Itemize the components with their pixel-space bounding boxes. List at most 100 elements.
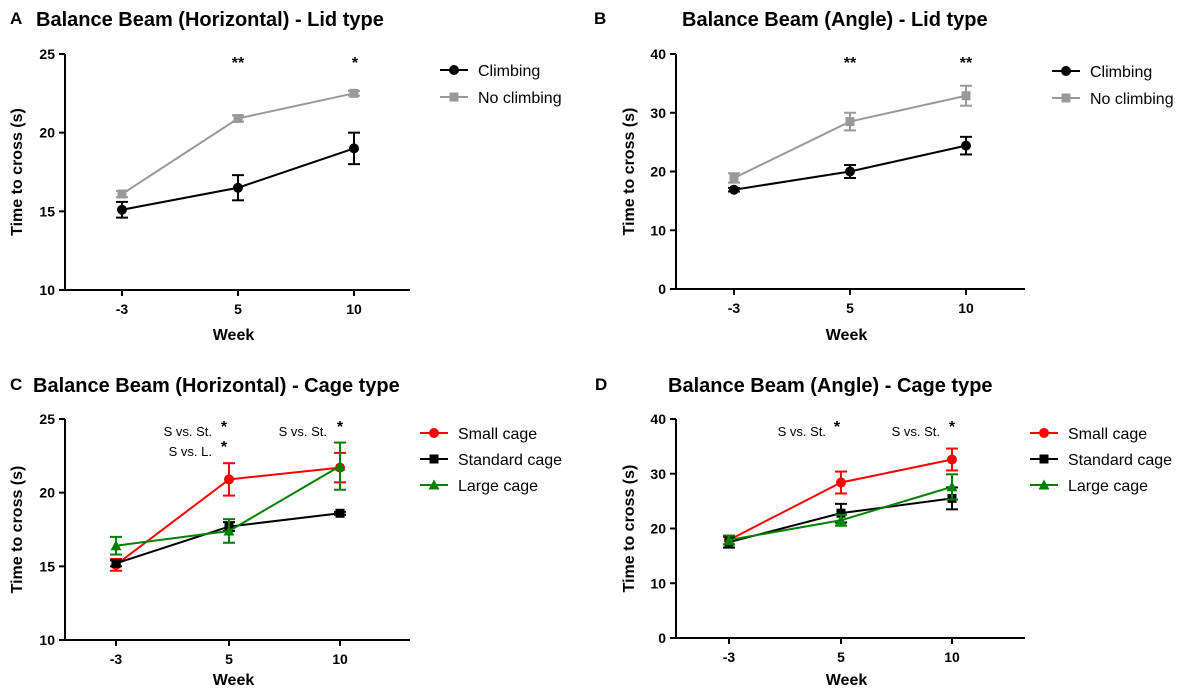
legend-item: Large cage [1030, 478, 1148, 495]
data-point [349, 88, 359, 98]
legend-marker [1061, 66, 1071, 76]
significance-stars: ** [960, 55, 973, 72]
x-tick-label: 10 [346, 301, 362, 317]
panel-b: B Balance Beam (Angle) - Lid type 0 10 20 30 4… [594, 9, 1174, 344]
x-axis-label: Week [826, 672, 868, 689]
legend-item: Small cage [420, 426, 537, 443]
y-axis-label: Time to cross (s) [621, 465, 638, 593]
chart-title: Balance Beam (Horizontal) - Cage type [33, 375, 400, 397]
y-tick-label: 40 [650, 411, 666, 427]
data-point [845, 166, 855, 177]
data-point [111, 558, 121, 568]
y-tick-label: 20 [39, 125, 55, 141]
chart-title: Balance Beam (Horizontal) - Lid type [36, 9, 384, 31]
data-point [836, 477, 846, 488]
y-tick-label: 20 [650, 164, 666, 180]
x-tick-label: 5 [225, 651, 233, 667]
data-point [233, 114, 243, 124]
y-tick-label: 25 [39, 46, 55, 62]
data-point [961, 140, 971, 151]
comparison-label: S vs. St. [778, 424, 826, 439]
x-tick-label: 10 [958, 300, 974, 316]
legend-label: No climbing [478, 90, 562, 107]
y-axis-label: Time to cross (s) [9, 466, 26, 594]
data-point [117, 204, 127, 215]
data-point [723, 534, 735, 545]
x-axis-label: Week [213, 327, 255, 344]
y-tick-label: 30 [650, 105, 666, 121]
x-tick-label: 5 [846, 300, 854, 316]
legend-item: Standard cage [1030, 452, 1172, 469]
comparison-label: S vs. St. [164, 424, 212, 439]
panel-letter: A [10, 9, 22, 28]
legend-item: Standard cage [420, 452, 562, 469]
x-tick-label: 10 [332, 651, 348, 667]
significance-stars: ** [844, 55, 857, 72]
legend-marker [428, 479, 440, 490]
y-tick-label: 10 [650, 575, 666, 591]
significance-stars: * [221, 419, 228, 436]
y-tick-label: 15 [39, 203, 55, 219]
legend-marker [429, 428, 439, 438]
data-point [224, 474, 234, 485]
legend-item: Small cage [1030, 426, 1147, 443]
panel-letter: C [10, 375, 22, 394]
x-axis-label: Week [826, 327, 868, 344]
significance-stars: ** [232, 55, 245, 72]
y-tick-label: 20 [650, 521, 666, 537]
legend-label: Climbing [1090, 64, 1152, 81]
data-point [836, 508, 846, 518]
legend-marker [449, 65, 459, 75]
series-small-cage [723, 447, 958, 546]
panel-a: A Balance Beam (Horizontal) - Lid type 10 1… [9, 9, 562, 344]
legend-item: No climbing [1052, 91, 1174, 108]
legend-item: Climbing [1052, 64, 1152, 81]
legend-marker [1039, 454, 1049, 464]
significance-stars: * [221, 439, 228, 456]
legend-label: Climbing [478, 63, 540, 80]
data-point [947, 454, 957, 465]
legend-item: Climbing [440, 63, 540, 80]
legend-marker [1038, 479, 1050, 490]
chart-title: Balance Beam (Angle) - Cage type [668, 375, 993, 397]
legend-item: No climbing [440, 90, 562, 107]
panel-letter: D [595, 375, 607, 394]
data-point [223, 525, 235, 536]
y-tick-label: 20 [39, 485, 55, 501]
y-tick-label: 10 [650, 222, 666, 238]
legend-label: No climbing [1090, 91, 1174, 108]
x-tick-label: -3 [728, 300, 741, 316]
x-tick-label: -3 [723, 649, 736, 665]
y-tick-label: 0 [658, 630, 666, 646]
legend-marker [429, 454, 439, 464]
data-point [110, 540, 122, 551]
legend-label: Large cage [1068, 478, 1148, 495]
data-point [835, 514, 847, 525]
y-tick-label: 0 [658, 281, 666, 297]
y-tick-label: 25 [39, 411, 55, 427]
x-tick-label: 10 [944, 649, 960, 665]
y-axis-label: Time to cross (s) [9, 108, 26, 236]
comparison-label: S vs. L. [169, 444, 212, 459]
chart-title: Balance Beam (Angle) - Lid type [682, 9, 988, 31]
panel-letter: B [594, 9, 606, 28]
comparison-label: S vs. St. [279, 424, 327, 439]
data-point [335, 508, 345, 518]
legend-label: Standard cage [1068, 452, 1172, 469]
x-tick-label: -3 [110, 651, 123, 667]
data-point [117, 189, 127, 199]
series-climbing [116, 131, 360, 219]
legend-marker [449, 92, 459, 102]
panel-c: C Balance Beam (Horizontal) - Cage type 10… [9, 375, 562, 689]
data-point [729, 184, 739, 195]
y-tick-label: 10 [39, 632, 55, 648]
panel-d: D Balance Beam (Angle) - Cage type 0 10 20 30… [595, 375, 1172, 689]
x-tick-label: 5 [837, 649, 845, 665]
y-tick-label: 30 [650, 466, 666, 482]
legend-label: Standard cage [458, 452, 562, 469]
data-point [349, 143, 359, 154]
legend-item: Large cage [420, 478, 538, 495]
x-tick-label: 5 [234, 301, 242, 317]
data-point [946, 481, 958, 492]
